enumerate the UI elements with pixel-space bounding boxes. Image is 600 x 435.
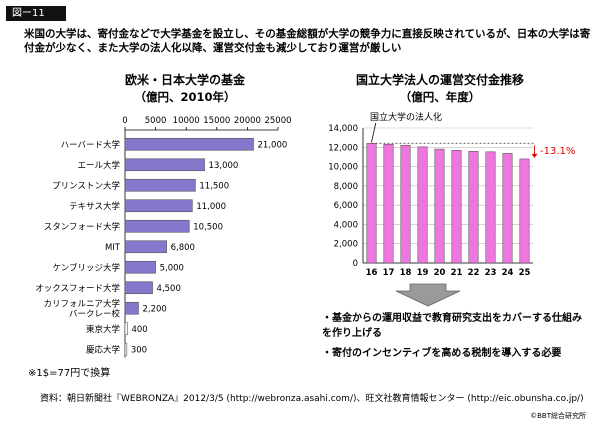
left-category-label: ケンブリッジ大学: [53, 262, 121, 273]
right-bar: [434, 148, 445, 264]
right-x-tick-label: 17: [383, 268, 395, 278]
right-bar: [451, 149, 462, 264]
right-x-tick-label: 23: [485, 268, 497, 278]
right-x-tick-label: 24: [502, 268, 514, 278]
left-category-label: バークレー校: [69, 308, 121, 319]
left-chart-title: 欧米・日本大学の基金: [124, 73, 245, 87]
left-bar-value-label: 11,500: [199, 181, 229, 191]
right-bar: [485, 151, 496, 264]
right-y-tick-label: 6,000: [334, 201, 358, 211]
right-x-tick-label: 22: [468, 268, 480, 278]
intro-text: 米国の大学は、寄付金などで大学基金を設立し、その基金総額が大学の競争力に直接反映…: [24, 28, 591, 54]
left-category-label: 慶応大学: [86, 344, 121, 355]
right-change-arrowhead: [531, 153, 538, 158]
left-category-label: スタンフォード大学: [44, 221, 121, 232]
right-bar: [366, 143, 377, 264]
right-y-tick-label: 2,000: [334, 240, 358, 250]
left-bar: [124, 178, 196, 192]
right-y-tick-label: 8,000: [334, 182, 358, 192]
left-category-label: オックスフォード大学: [35, 283, 120, 294]
down-arrow-icon: [395, 283, 461, 307]
left-bar: [124, 240, 167, 254]
right-x-tick-label: 20: [434, 268, 446, 278]
right-x-tick-label: 21: [451, 268, 463, 278]
right-annotation-pointer: [371, 121, 377, 143]
right-y-tick-label: 10,000: [328, 163, 358, 173]
right-bar: [400, 144, 411, 264]
left-category-label: 東京大学: [86, 324, 121, 335]
left-bar: [124, 137, 254, 151]
left-category-label: テキサス大学: [69, 201, 120, 212]
left-category-label: カリフォルニア大学: [43, 298, 120, 309]
right-bar: [383, 143, 394, 264]
left-bar: [124, 260, 156, 274]
left-bar: [124, 322, 128, 336]
left-category-label: プリンストン大学: [52, 180, 120, 191]
left-bar: [124, 158, 205, 172]
left-x-tick-label: 10000: [173, 116, 200, 126]
left-category-label: ハーバード大学: [61, 139, 121, 150]
right-chart-change-label: -13.1%: [540, 146, 576, 157]
right-bar: [417, 146, 428, 264]
left-bar-value-label: 400: [131, 325, 147, 335]
left-bar: [124, 281, 153, 295]
bullet-2: ・寄付のインセンティブを高める税制を導入する必要: [322, 348, 562, 359]
left-x-tick-label: 15000: [203, 116, 230, 126]
left-bar-value-label: 4,500: [157, 284, 181, 294]
left-x-tick-label: 25000: [264, 116, 291, 126]
copyright: ©BBT総合研究所: [530, 412, 586, 420]
right-chart-title: 国立大学法人の運営交付金推移: [355, 73, 524, 87]
left-bar-value-label: 21,000: [258, 140, 288, 150]
left-x-tick-label: 5000: [145, 116, 167, 126]
left-bar: [124, 199, 193, 213]
right-x-tick-label: 25: [519, 268, 531, 278]
right-bar: [468, 151, 479, 264]
left-bar-value-label: 5,000: [160, 263, 184, 273]
right-y-tick-label: 12,000: [328, 143, 358, 153]
left-bar: [124, 342, 128, 356]
right-bar: [519, 158, 530, 264]
left-x-tick-label: 20000: [234, 116, 261, 126]
left-bar: [124, 301, 139, 315]
left-bar-value-label: 11,000: [196, 202, 226, 212]
right-x-tick-label: 19: [417, 268, 429, 278]
right-y-tick-label: 14,000: [328, 124, 358, 134]
left-x-tick-label: 0: [122, 116, 127, 126]
left-bar-value-label: 300: [131, 345, 147, 355]
left-chart-subtitle: （億円、2010年）: [134, 90, 236, 104]
left-bar-value-label: 13,000: [209, 161, 239, 171]
right-chart-annotation: 国立大学の法人化: [370, 110, 443, 123]
left-bar-value-label: 10,500: [193, 222, 223, 232]
right-y-tick-label: 0: [353, 259, 358, 269]
left-category-label: MIT: [105, 243, 121, 253]
right-x-tick-label: 16: [366, 268, 378, 278]
right-x-tick-label: 18: [400, 268, 412, 278]
figure-label: 図ー11: [6, 6, 66, 21]
left-bar: [124, 219, 190, 233]
right-chart-subtitle: （億円、年度）: [399, 90, 481, 104]
left-bar-value-label: 6,800: [171, 243, 195, 253]
bullet-1: ・基金からの運用収益で教育研究支出をカバーする仕組みを作り上げる: [322, 313, 582, 339]
conversion-note: ※1$=77円で換算: [28, 368, 111, 379]
right-y-tick-label: 4,000: [334, 220, 358, 230]
left-bar-value-label: 2,200: [142, 304, 166, 314]
source-text: 資料：朝日新聞社『WEBRONZA』2012/3/5 (http://webro…: [40, 394, 584, 404]
left-category-label: エール大学: [77, 160, 120, 171]
right-bar: [502, 153, 513, 264]
